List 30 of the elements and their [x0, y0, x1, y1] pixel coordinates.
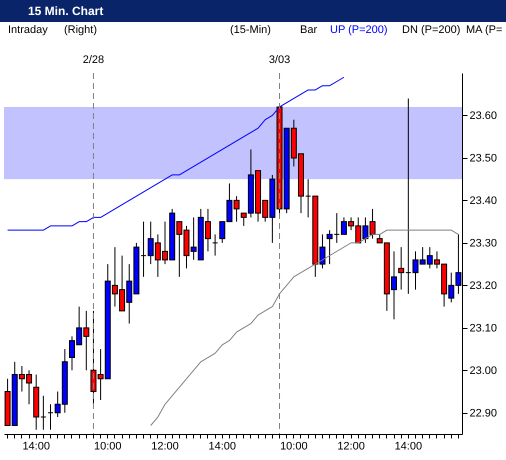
text: Bar: [300, 24, 318, 36]
y-tick-label: 23.60: [470, 110, 498, 122]
text: (Right): [64, 24, 98, 36]
text: (15-Min): [230, 24, 271, 36]
x-tick-label: 14:00: [394, 440, 422, 452]
candlestick: [398, 246, 404, 290]
line-series: [7, 76, 344, 231]
candlestick: [326, 230, 333, 265]
y-tick-label: 23.10: [470, 322, 498, 334]
x-tick-label: 12:00: [151, 440, 179, 452]
y-tick-label: 23.30: [470, 237, 498, 250]
y-tick-label: 23.40: [470, 194, 498, 207]
y-tick-label: 23.50: [470, 152, 498, 164]
text: Intraday: [8, 24, 48, 36]
text: 3/03: [268, 54, 290, 66]
text: DN (P=200): [402, 24, 460, 36]
candlestick: [40, 395, 46, 430]
y-tick-label: 23.20: [470, 280, 498, 292]
x-tick-label: 12:00: [337, 440, 365, 452]
text: 2/28: [82, 54, 104, 66]
x-tick-label: 14:00: [22, 440, 50, 452]
text: MA (P=: [466, 24, 502, 36]
x-tick-label: 10:00: [94, 440, 122, 452]
x-tick-label: 14:00: [208, 440, 236, 452]
y-tick-label: 23.00: [470, 364, 498, 377]
chart-title: 15 Min. Chart: [0, 0, 506, 22]
y-tick-label: 22.90: [470, 407, 498, 420]
text: UP (P=200): [330, 24, 388, 36]
x-tick-label: 10:00: [280, 440, 308, 452]
candlestick: [212, 234, 218, 256]
